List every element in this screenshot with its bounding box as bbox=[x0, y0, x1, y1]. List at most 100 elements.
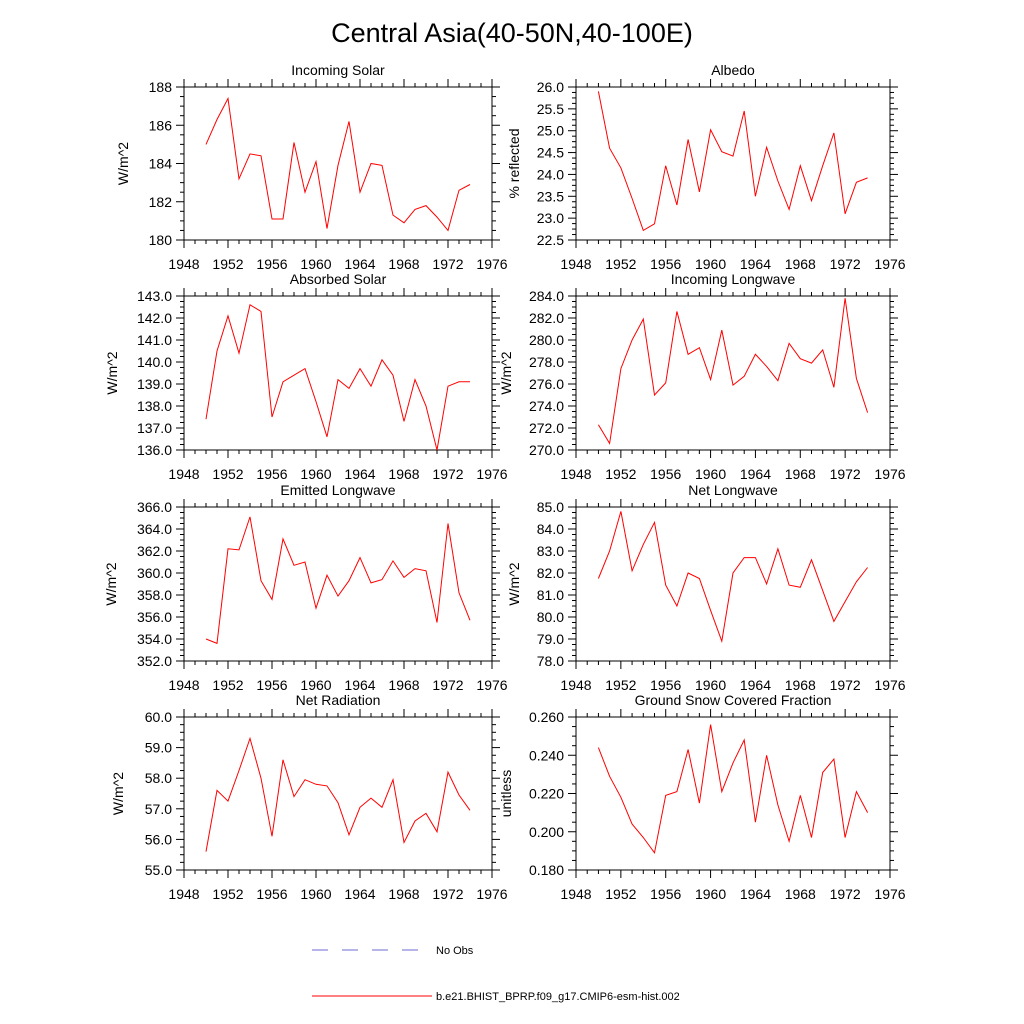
panel-6-ytick-label: 82.0 bbox=[537, 565, 564, 581]
panel-3-ytick-label: 137.0 bbox=[137, 420, 172, 436]
panel-1-ylabel: W/m^2 bbox=[115, 142, 131, 185]
panel-4-ytick-label: 280.0 bbox=[529, 332, 564, 348]
panel-1-xtick-label: 1956 bbox=[256, 256, 287, 272]
panel-4-xtick-label: 1952 bbox=[605, 466, 636, 482]
panel-7-title: Net Radiation bbox=[296, 692, 381, 708]
panel-7-xtick-label: 1972 bbox=[432, 886, 463, 902]
panel-5-xtick-label: 1952 bbox=[212, 677, 243, 693]
panel-7-xtick-label: 1952 bbox=[212, 886, 243, 902]
panel-7: Net Radiation W/m^2 55.0 56.0 57.0 58.0 59.0 60… bbox=[110, 692, 508, 902]
panel-2-xtick-label: 1960 bbox=[695, 256, 726, 272]
panel-5-ytick-label: 354.0 bbox=[137, 631, 172, 647]
panel-3-xtick-label: 1952 bbox=[212, 466, 243, 482]
panel-3-xtick-label: 1948 bbox=[168, 466, 199, 482]
panel-3-ylabel: W/m^2 bbox=[104, 351, 120, 394]
panel-4: Incoming Longwave W/m^2 270.0 272.0 274.0 276… bbox=[498, 271, 906, 482]
panel-1-xtick-label: 1968 bbox=[388, 256, 419, 272]
panel-3-frame bbox=[183, 295, 493, 451]
panel-3-xtick-label: 1964 bbox=[344, 466, 375, 482]
panel-6-xtick-label: 1964 bbox=[740, 677, 771, 693]
panel-5-ytick-label: 356.0 bbox=[137, 609, 172, 625]
panel-6-title: Net Longwave bbox=[688, 482, 778, 498]
panel-3-xtick-label: 1956 bbox=[256, 466, 287, 482]
panel-7-ytick-label: 58.0 bbox=[145, 770, 172, 786]
panel-8-title: Ground Snow Covered Fraction bbox=[635, 692, 832, 708]
panel-8-ytick-label: 0.240 bbox=[529, 747, 564, 763]
panel-3-ytick-label: 142.0 bbox=[137, 310, 172, 326]
panel-6-series-line bbox=[597, 511, 868, 644]
panel-7-series-line bbox=[205, 736, 471, 852]
panel-8-xtick-label: 1964 bbox=[740, 886, 771, 902]
panel-7-ytick-label: 55.0 bbox=[145, 862, 172, 878]
panel-1-title: Incoming Solar bbox=[291, 62, 385, 78]
panel-3-ytick-label: 140.0 bbox=[137, 354, 172, 370]
panel-2-xtick-label: 1964 bbox=[740, 256, 771, 272]
panel-6-xtick-label: 1968 bbox=[785, 677, 816, 693]
panel-2-xtick-label: 1952 bbox=[605, 256, 636, 272]
panel-7-ytick-label: 59.0 bbox=[145, 740, 172, 756]
panel-2-title: Albedo bbox=[711, 62, 755, 78]
panel-2-xtick-label: 1972 bbox=[830, 256, 861, 272]
panel-8-frame bbox=[575, 716, 891, 871]
panel-2-xtick-label: 1956 bbox=[650, 256, 681, 272]
panel-4-ylabel: W/m^2 bbox=[498, 351, 514, 394]
panel-5-ytick-label: 358.0 bbox=[137, 587, 172, 603]
panel-6-xtick-label: 1976 bbox=[874, 677, 905, 693]
panel-7-xtick-label: 1976 bbox=[476, 886, 507, 902]
panel-5-frame bbox=[183, 506, 493, 662]
panel-3-xtick-label: 1968 bbox=[388, 466, 419, 482]
panel-3-xtick-label: 1960 bbox=[300, 466, 331, 482]
panel-2-series-line bbox=[597, 91, 868, 232]
panel-4-ytick-label: 272.0 bbox=[529, 420, 564, 436]
panel-2-ylabel: % reflected bbox=[506, 128, 522, 198]
panel-8-xtick-label: 1976 bbox=[874, 886, 905, 902]
panel-8-ylabel: unitless bbox=[498, 770, 514, 817]
panel-7-ytick-label: 56.0 bbox=[145, 831, 172, 847]
panel-7-xtick-label: 1968 bbox=[388, 886, 419, 902]
panel-4-ytick-label: 284.0 bbox=[529, 288, 564, 304]
panel-3-xtick-label: 1972 bbox=[432, 466, 463, 482]
panel-8-ytick-label: 0.220 bbox=[529, 786, 564, 802]
panel-8-xtick-label: 1948 bbox=[560, 886, 591, 902]
panel-5-xtick-label: 1976 bbox=[476, 677, 507, 693]
panel-3: Absorbed Solar W/m^2 136.0 137.0 138.0 139.0 1… bbox=[104, 271, 508, 482]
panel-2-ytick-label: 25.5 bbox=[537, 101, 564, 117]
panel-6-xtick-label: 1952 bbox=[605, 677, 636, 693]
panel-6-ytick-label: 83.0 bbox=[537, 543, 564, 559]
panel-6-xtick-label: 1956 bbox=[650, 677, 681, 693]
panel-7-xtick-label: 1960 bbox=[300, 886, 331, 902]
panel-8-series-line bbox=[597, 724, 869, 855]
panel-2-ytick-label: 23.0 bbox=[537, 210, 564, 226]
panel-6: Net Longwave W/m^2 78.0 79.0 80.0 81.0 82.0 83.… bbox=[506, 482, 906, 693]
panel-1-ytick-label: 186 bbox=[149, 117, 173, 133]
panels: Incoming Solar W/m^2 180 182 184 186 188 1948 19… bbox=[103, 62, 906, 902]
legend-obs-label: No Obs bbox=[436, 945, 474, 957]
panel-1-ytick-label: 182 bbox=[149, 194, 173, 210]
panel-1-xtick-label: 1976 bbox=[476, 256, 507, 272]
panel-2-ytick-label: 23.5 bbox=[537, 188, 564, 204]
panel-6-ytick-label: 85.0 bbox=[537, 499, 564, 515]
panel-2-ytick-label: 25.0 bbox=[537, 123, 564, 139]
panel-5-xtick-label: 1956 bbox=[256, 677, 287, 693]
panel-3-ytick-label: 139.0 bbox=[137, 376, 172, 392]
panel-2-ytick-label: 26.0 bbox=[537, 79, 564, 95]
panel-4-ytick-label: 274.0 bbox=[529, 398, 564, 414]
panel-5-series-line bbox=[205, 516, 471, 645]
panel-8-xtick-label: 1960 bbox=[695, 886, 726, 902]
panel-7-ylabel: W/m^2 bbox=[110, 772, 126, 815]
panel-4-ytick-label: 278.0 bbox=[529, 354, 564, 370]
panel-1: Incoming Solar W/m^2 180 182 184 186 188 1948 19… bbox=[115, 62, 508, 272]
panel-4-ytick-label: 276.0 bbox=[529, 376, 564, 392]
panel-4-series-line bbox=[597, 298, 869, 445]
panel-8-xtick-label: 1968 bbox=[785, 886, 816, 902]
panel-8-xtick-label: 1972 bbox=[830, 886, 861, 902]
panel-5-title: Emitted Longwave bbox=[280, 482, 395, 498]
panel-4-xtick-label: 1956 bbox=[650, 466, 681, 482]
panel-2-xtick-label: 1968 bbox=[785, 256, 816, 272]
panel-5-ytick-label: 352.0 bbox=[137, 653, 172, 669]
panel-7-xtick-label: 1964 bbox=[344, 886, 375, 902]
legend-model-label: b.e21.BHIST_BPRP.f09_g17.CMIP6-esm-hist.… bbox=[436, 991, 680, 1003]
panel-8: Ground Snow Covered Fraction unitless 0.18… bbox=[498, 692, 906, 902]
panel-6-xtick-label: 1972 bbox=[830, 677, 861, 693]
